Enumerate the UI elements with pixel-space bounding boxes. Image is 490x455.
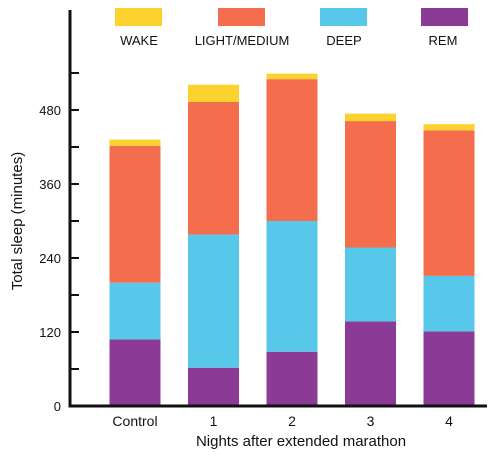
legend-swatch-wake xyxy=(115,8,162,26)
y-axis-title: Total sleep (minutes) xyxy=(9,152,26,290)
bar-segment-rem-0 xyxy=(109,339,161,406)
bar-segment-light-medium-2 xyxy=(266,79,318,221)
legend: WAKE LIGHT/MEDIUM DEEP REM xyxy=(115,8,468,48)
y-tick-label: 240 xyxy=(39,251,61,266)
bar-segment-deep-3 xyxy=(345,247,396,322)
x-tick-label: 3 xyxy=(367,413,375,429)
bar-segment-light-medium-0 xyxy=(109,145,161,283)
bar-segment-wake-2 xyxy=(266,73,318,80)
bars xyxy=(109,73,475,406)
bar-segment-wake-1 xyxy=(188,84,239,102)
y-tick-label: 480 xyxy=(39,103,61,118)
bar-segment-rem-4 xyxy=(423,331,475,406)
bar-segment-light-medium-3 xyxy=(345,121,396,248)
y-tick-label: 120 xyxy=(39,325,61,340)
axes: 0 120 240 360 480 Control 1 2 3 4 xyxy=(39,10,487,429)
bar-segment-rem-1 xyxy=(188,367,239,406)
bar-segment-light-medium-1 xyxy=(188,101,239,235)
bar-segment-deep-0 xyxy=(109,282,161,340)
x-tick-label: Control xyxy=(112,413,157,429)
bar-segment-deep-1 xyxy=(188,234,239,368)
bar-segment-wake-4 xyxy=(423,124,475,131)
x-tick-label: 2 xyxy=(288,413,296,429)
bar-segment-wake-0 xyxy=(109,139,161,146)
y-tick-label: 360 xyxy=(39,177,61,192)
bar-segment-rem-2 xyxy=(266,351,318,406)
bar-segment-wake-3 xyxy=(345,113,396,122)
legend-label-wake: WAKE xyxy=(120,33,158,48)
legend-swatch-deep xyxy=(320,8,367,26)
x-tick-label: 1 xyxy=(210,413,218,429)
x-tick-label: 4 xyxy=(445,413,453,429)
x-tick-labels: Control 1 2 3 4 xyxy=(112,413,453,429)
legend-swatch-light-medium xyxy=(218,8,265,26)
y-ticks: 0 120 240 360 480 xyxy=(39,71,79,414)
y-tick-label: 0 xyxy=(54,399,61,414)
legend-swatch-rem xyxy=(421,8,468,26)
bar-segment-light-medium-4 xyxy=(423,130,475,276)
legend-label-light-medium: LIGHT/MEDIUM xyxy=(195,33,290,48)
bar-segment-deep-4 xyxy=(423,275,475,332)
bar-segment-deep-2 xyxy=(266,220,318,352)
bar-segment-rem-3 xyxy=(345,321,396,406)
legend-label-rem: REM xyxy=(429,33,458,48)
legend-label-deep: DEEP xyxy=(326,33,361,48)
x-axis-title: Nights after extended marathon xyxy=(196,433,406,450)
